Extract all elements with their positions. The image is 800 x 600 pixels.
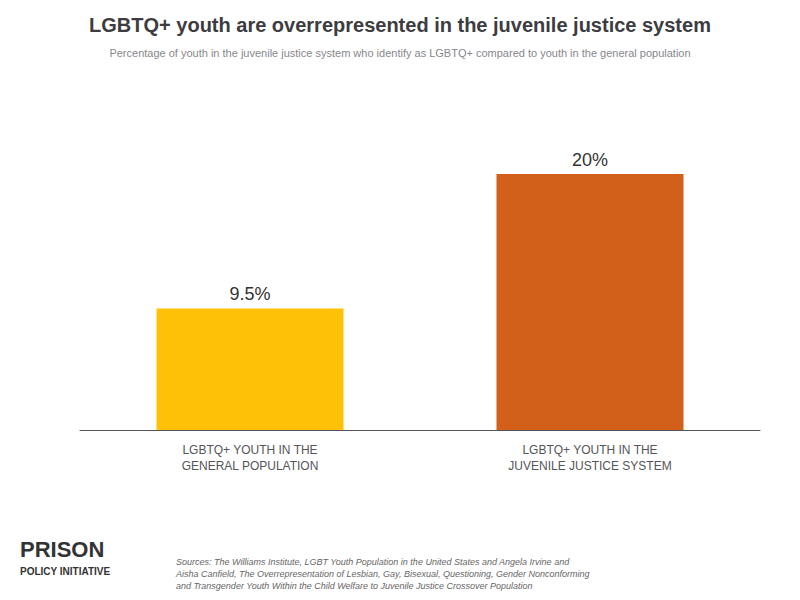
svg-text:Aisha Canfield, The Overrepres: Aisha Canfield, The Overrepresentation o…: [175, 569, 590, 579]
svg-text:and Transgender Youth Within t: and Transgender Youth Within the Child W…: [176, 581, 533, 591]
svg-text:JUVENILE JUSTICE SYSTEM: JUVENILE JUSTICE SYSTEM: [508, 459, 671, 473]
svg-text:9.5%: 9.5%: [229, 284, 270, 304]
svg-text:Sources: The Williams Institut: Sources: The Williams Institute, LGBT Yo…: [176, 557, 570, 567]
svg-text:LGBTQ+ youth are overrepresent: LGBTQ+ youth are overrepresented in the …: [89, 14, 711, 36]
svg-text:20%: 20%: [572, 150, 608, 170]
svg-text:GENERAL POPULATION: GENERAL POPULATION: [182, 459, 319, 473]
svg-text:LGBTQ+ YOUTH IN THE: LGBTQ+ YOUTH IN THE: [182, 443, 317, 457]
svg-text:LGBTQ+ YOUTH IN THE: LGBTQ+ YOUTH IN THE: [522, 443, 657, 457]
svg-text:PRISON: PRISON: [20, 537, 104, 562]
svg-text:Percentage of youth in the juv: Percentage of youth in the juvenile just…: [109, 47, 690, 59]
svg-text:POLICY INITIATIVE: POLICY INITIATIVE: [20, 566, 111, 577]
